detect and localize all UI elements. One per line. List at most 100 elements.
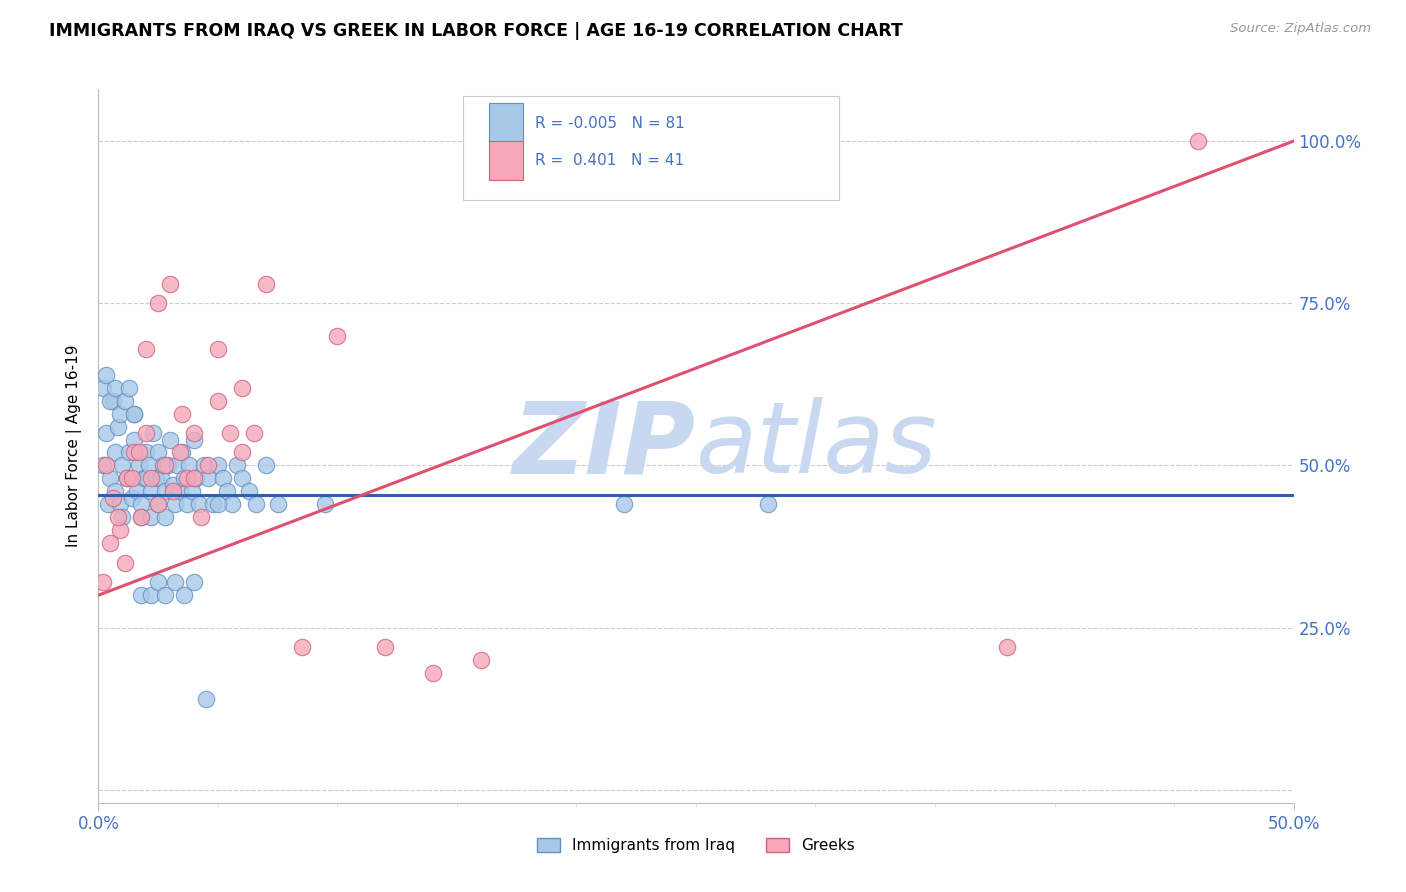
Point: [152, 458, 174, 473]
Point: [114, 393, 136, 408]
Point: [238, 484, 260, 499]
Point: [183, 433, 205, 447]
Point: [156, 458, 179, 473]
Point: [176, 497, 198, 511]
Point: [190, 510, 212, 524]
Point: [195, 692, 218, 706]
Point: [131, 510, 153, 524]
Point: [374, 640, 396, 654]
Point: [231, 471, 253, 485]
Point: [107, 510, 129, 524]
Point: [139, 510, 162, 524]
Point: [267, 497, 290, 511]
Point: [231, 445, 253, 459]
Point: [995, 640, 1018, 654]
Point: [135, 471, 157, 485]
Y-axis label: In Labor Force | Age 16-19: In Labor Force | Age 16-19: [66, 344, 83, 548]
Point: [613, 497, 636, 511]
Point: [98, 471, 122, 485]
Point: [166, 458, 188, 473]
Point: [169, 445, 191, 459]
Point: [162, 484, 184, 499]
FancyBboxPatch shape: [489, 103, 523, 143]
Point: [124, 433, 146, 447]
Point: [179, 458, 201, 473]
Point: [422, 666, 444, 681]
Point: [326, 328, 349, 343]
Point: [142, 425, 165, 440]
Point: [115, 471, 138, 485]
Point: [1187, 134, 1209, 148]
Point: [155, 484, 177, 499]
Point: [315, 497, 337, 511]
Point: [163, 575, 186, 590]
Point: [108, 524, 131, 538]
Point: [132, 471, 155, 485]
Point: [187, 497, 209, 511]
Text: Source: ZipAtlas.com: Source: ZipAtlas.com: [1230, 22, 1371, 36]
Point: [131, 510, 153, 524]
Point: [243, 425, 266, 440]
Point: [121, 491, 143, 505]
Point: [145, 471, 167, 485]
Point: [108, 497, 131, 511]
Point: [91, 458, 114, 473]
Point: [135, 425, 157, 440]
Point: [139, 484, 162, 499]
Point: [756, 497, 779, 511]
Point: [254, 277, 277, 291]
Point: [121, 471, 143, 485]
Point: [94, 425, 117, 440]
Point: [124, 445, 146, 459]
Point: [163, 497, 186, 511]
Point: [125, 484, 148, 499]
Point: [155, 510, 177, 524]
Point: [148, 445, 170, 459]
Point: [104, 484, 127, 499]
Point: [207, 497, 229, 511]
Point: [148, 296, 170, 310]
Point: [98, 536, 122, 550]
Point: [202, 497, 225, 511]
Point: [118, 445, 141, 459]
Text: ZIP: ZIP: [513, 398, 696, 494]
Point: [219, 425, 242, 440]
Point: [115, 471, 138, 485]
Point: [176, 471, 198, 485]
Point: [183, 575, 205, 590]
Point: [118, 381, 141, 395]
Point: [193, 458, 215, 473]
Point: [172, 407, 194, 421]
Point: [226, 458, 249, 473]
Point: [221, 497, 243, 511]
Point: [124, 407, 146, 421]
Point: [114, 556, 136, 570]
Point: [470, 653, 492, 667]
Point: [148, 497, 170, 511]
Point: [97, 497, 120, 511]
Text: atlas: atlas: [696, 398, 938, 494]
Point: [148, 497, 170, 511]
Point: [104, 381, 127, 395]
Point: [107, 419, 129, 434]
Point: [207, 458, 229, 473]
Point: [159, 433, 181, 447]
Point: [207, 393, 229, 408]
Point: [217, 484, 239, 499]
Point: [98, 393, 122, 408]
Point: [159, 277, 181, 291]
Point: [197, 458, 219, 473]
Point: [211, 471, 233, 485]
Point: [108, 407, 131, 421]
Point: [139, 471, 162, 485]
Point: [94, 458, 117, 473]
Point: [111, 510, 134, 524]
Point: [91, 381, 114, 395]
Point: [231, 381, 253, 395]
Point: [111, 458, 134, 473]
Legend: Immigrants from Iraq, Greeks: Immigrants from Iraq, Greeks: [531, 832, 860, 859]
Point: [169, 484, 191, 499]
Point: [101, 491, 124, 505]
Point: [186, 471, 208, 485]
Point: [128, 445, 150, 459]
